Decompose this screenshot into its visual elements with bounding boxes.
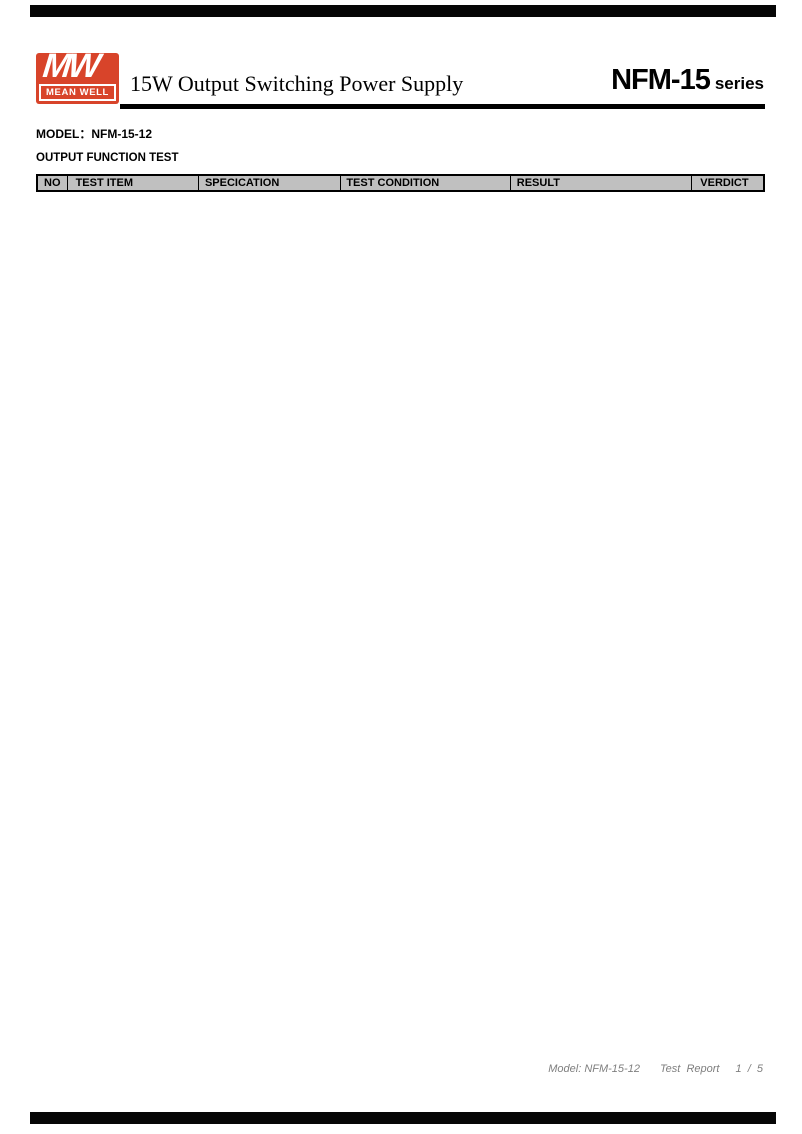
header-no: NO: [36, 174, 68, 192]
footer-page-number: 1 / 5: [735, 1063, 763, 1075]
page-footer: Model: NFM-15-12 Test Report 1 / 5: [548, 1063, 763, 1075]
series-name: NFM-15: [611, 64, 711, 96]
scan-artifact-bar-bottom: [30, 1112, 776, 1124]
section-title: OUTPUT FUNCTION TEST: [36, 152, 179, 164]
footer-model: Model: NFM-15-12: [548, 1063, 640, 1075]
meanwell-logo-mw-icon: MW: [41, 47, 100, 85]
header-verdict: VERDICT: [691, 174, 765, 192]
header-result: RESULT: [509, 174, 693, 192]
series-suffix: series: [714, 74, 764, 93]
output-function-test-table: NO TEST ITEM SPECICATION TEST CONDITION …: [36, 174, 765, 192]
header-specication: SPECICATION: [197, 174, 342, 192]
footer-report: Test Report: [659, 1063, 720, 1075]
header-test-condition: TEST CONDITION: [340, 174, 511, 192]
table-header: NO TEST ITEM SPECICATION TEST CONDITION …: [36, 174, 765, 192]
meanwell-logo: MW MEAN WELL: [36, 47, 119, 104]
header-divider-rule: [120, 104, 765, 109]
document-title: 15W Output Switching Power Supply: [130, 71, 464, 96]
header-test-item: TEST ITEM: [66, 174, 199, 192]
model-label: MODEL：NFM-15-12: [36, 127, 153, 141]
table-header-row: NO TEST ITEM SPECICATION TEST CONDITION …: [36, 174, 765, 192]
series-label: NFM-15 series: [611, 64, 764, 97]
meanwell-logo-brand: MEAN WELL: [39, 84, 116, 101]
scan-artifact-bar-top: [30, 5, 776, 17]
